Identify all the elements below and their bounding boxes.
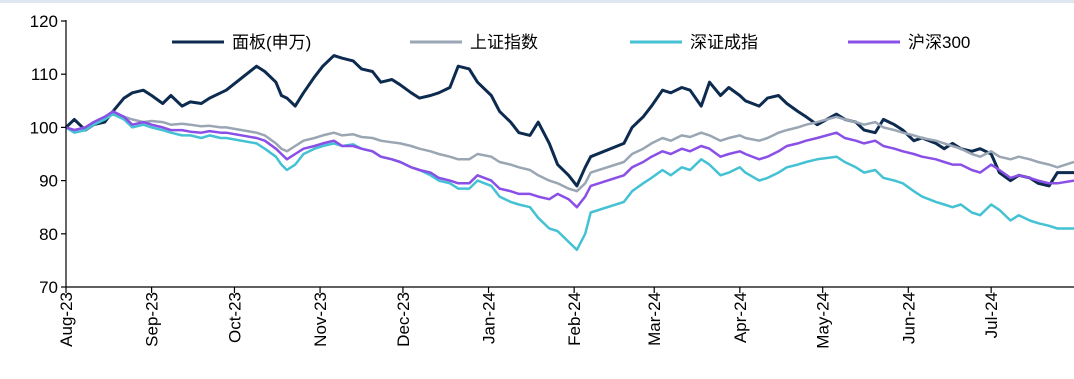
legend-item-2: 上证指数 [410, 33, 538, 52]
axes: 70 80 90 100 110 120 Aug-23 Sep-23 Oct-23 Nov-23 D… [30, 12, 1074, 349]
x-tick-label: Mar-24 [645, 292, 664, 346]
y-tick-label: 80 [39, 225, 58, 244]
legend-item-4: 沪深300 [848, 33, 970, 52]
x-tick-label: Aug-23 [57, 292, 76, 347]
y-tick-label: 120 [30, 12, 58, 31]
x-tick-label: Feb-24 [565, 292, 584, 346]
legend: 面板(申万) 上证指数 深证成指 沪深300 [172, 33, 970, 52]
series-line-4 [65, 110, 1074, 209]
x-tick-label: Apr-24 [731, 292, 750, 343]
y-tick-label: 100 [30, 118, 58, 137]
legend-item-1: 面板(申万) [172, 33, 311, 52]
series-lines [64, 54, 1074, 252]
x-tick-label: Oct-23 [225, 292, 244, 343]
top-border [0, 0, 1074, 3]
x-tick-label: May-24 [814, 292, 833, 349]
legend-label: 面板(申万) [232, 33, 311, 52]
legend-label: 上证指数 [470, 33, 538, 52]
series-line-1 [64, 54, 1074, 188]
x-tick-label: Sep-23 [143, 292, 162, 347]
y-tick-label: 110 [31, 65, 58, 84]
y-tick-label: 90 [39, 172, 58, 191]
series-line-2 [65, 112, 1074, 193]
x-tick-label: Dec-23 [394, 292, 413, 347]
legend-label: 深证成指 [690, 33, 758, 52]
x-tick-label: Jan-24 [480, 292, 499, 344]
legend-item-3: 深证成指 [630, 33, 758, 52]
x-tick-label: Jul-24 [982, 292, 1001, 338]
series-line-3 [65, 112, 1074, 252]
x-tick-label: Jun-24 [899, 292, 918, 344]
x-tick-label: Nov-23 [311, 292, 330, 347]
legend-label: 沪深300 [908, 33, 970, 52]
y-tick-label: 70 [39, 278, 58, 297]
